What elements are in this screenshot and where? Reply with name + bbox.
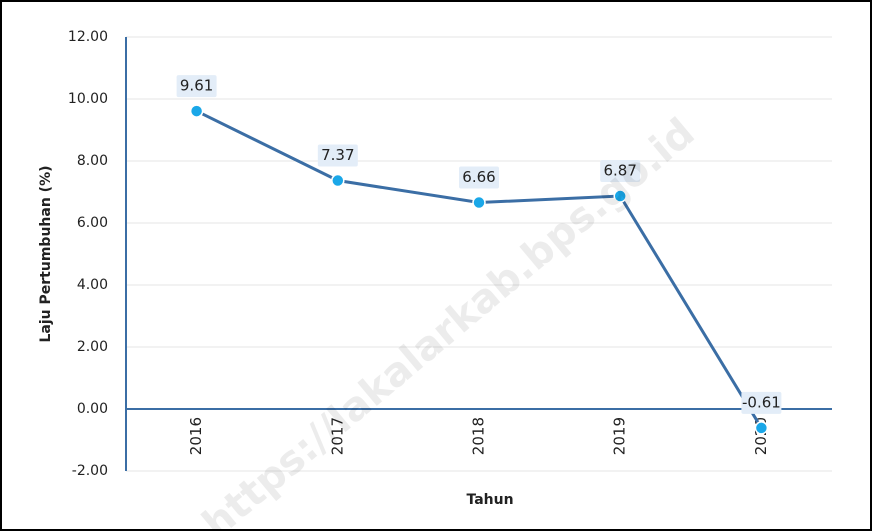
x-tick-label: 2016 [187,417,205,455]
x-tick-label: 2019 [611,417,629,455]
data-label-box [176,75,217,98]
y-tick-label: 6.00 [77,215,108,231]
point [331,173,345,188]
x-axis-title: Tahun [466,492,513,508]
data-label-box [459,166,499,189]
data-label: 6.66 [462,168,495,186]
data-label-box [317,144,358,167]
y-tick-label: 2.00 [77,339,108,355]
point [189,104,204,118]
point [613,189,627,203]
y-tick-label: 12.00 [68,29,108,45]
data-label: -0.61 [742,393,781,411]
data-label: 9.61 [180,77,213,95]
y-axis-title: Laju Pertumbuhan (%) [38,166,54,343]
plot-area: -2.00 0.00 2.00 4.00 6.00 8.00 10.00 12.00 2016 2… [68,29,832,479]
point [754,421,769,435]
y-tick-label: 8.00 [77,153,108,169]
point [472,195,486,210]
y-tick-label: 10.00 [68,91,108,107]
data-label: 6.87 [603,162,636,180]
data-label-box [741,391,782,414]
data-label-box [600,160,641,183]
data-label: 7.37 [321,146,354,164]
x-tick-label: 2018 [470,417,488,455]
y-tick-label: -2.00 [72,463,108,479]
y-tick-label: 4.00 [77,277,108,293]
x-tick-label: 2017 [328,417,346,455]
y-tick-label: 0.00 [77,401,108,417]
